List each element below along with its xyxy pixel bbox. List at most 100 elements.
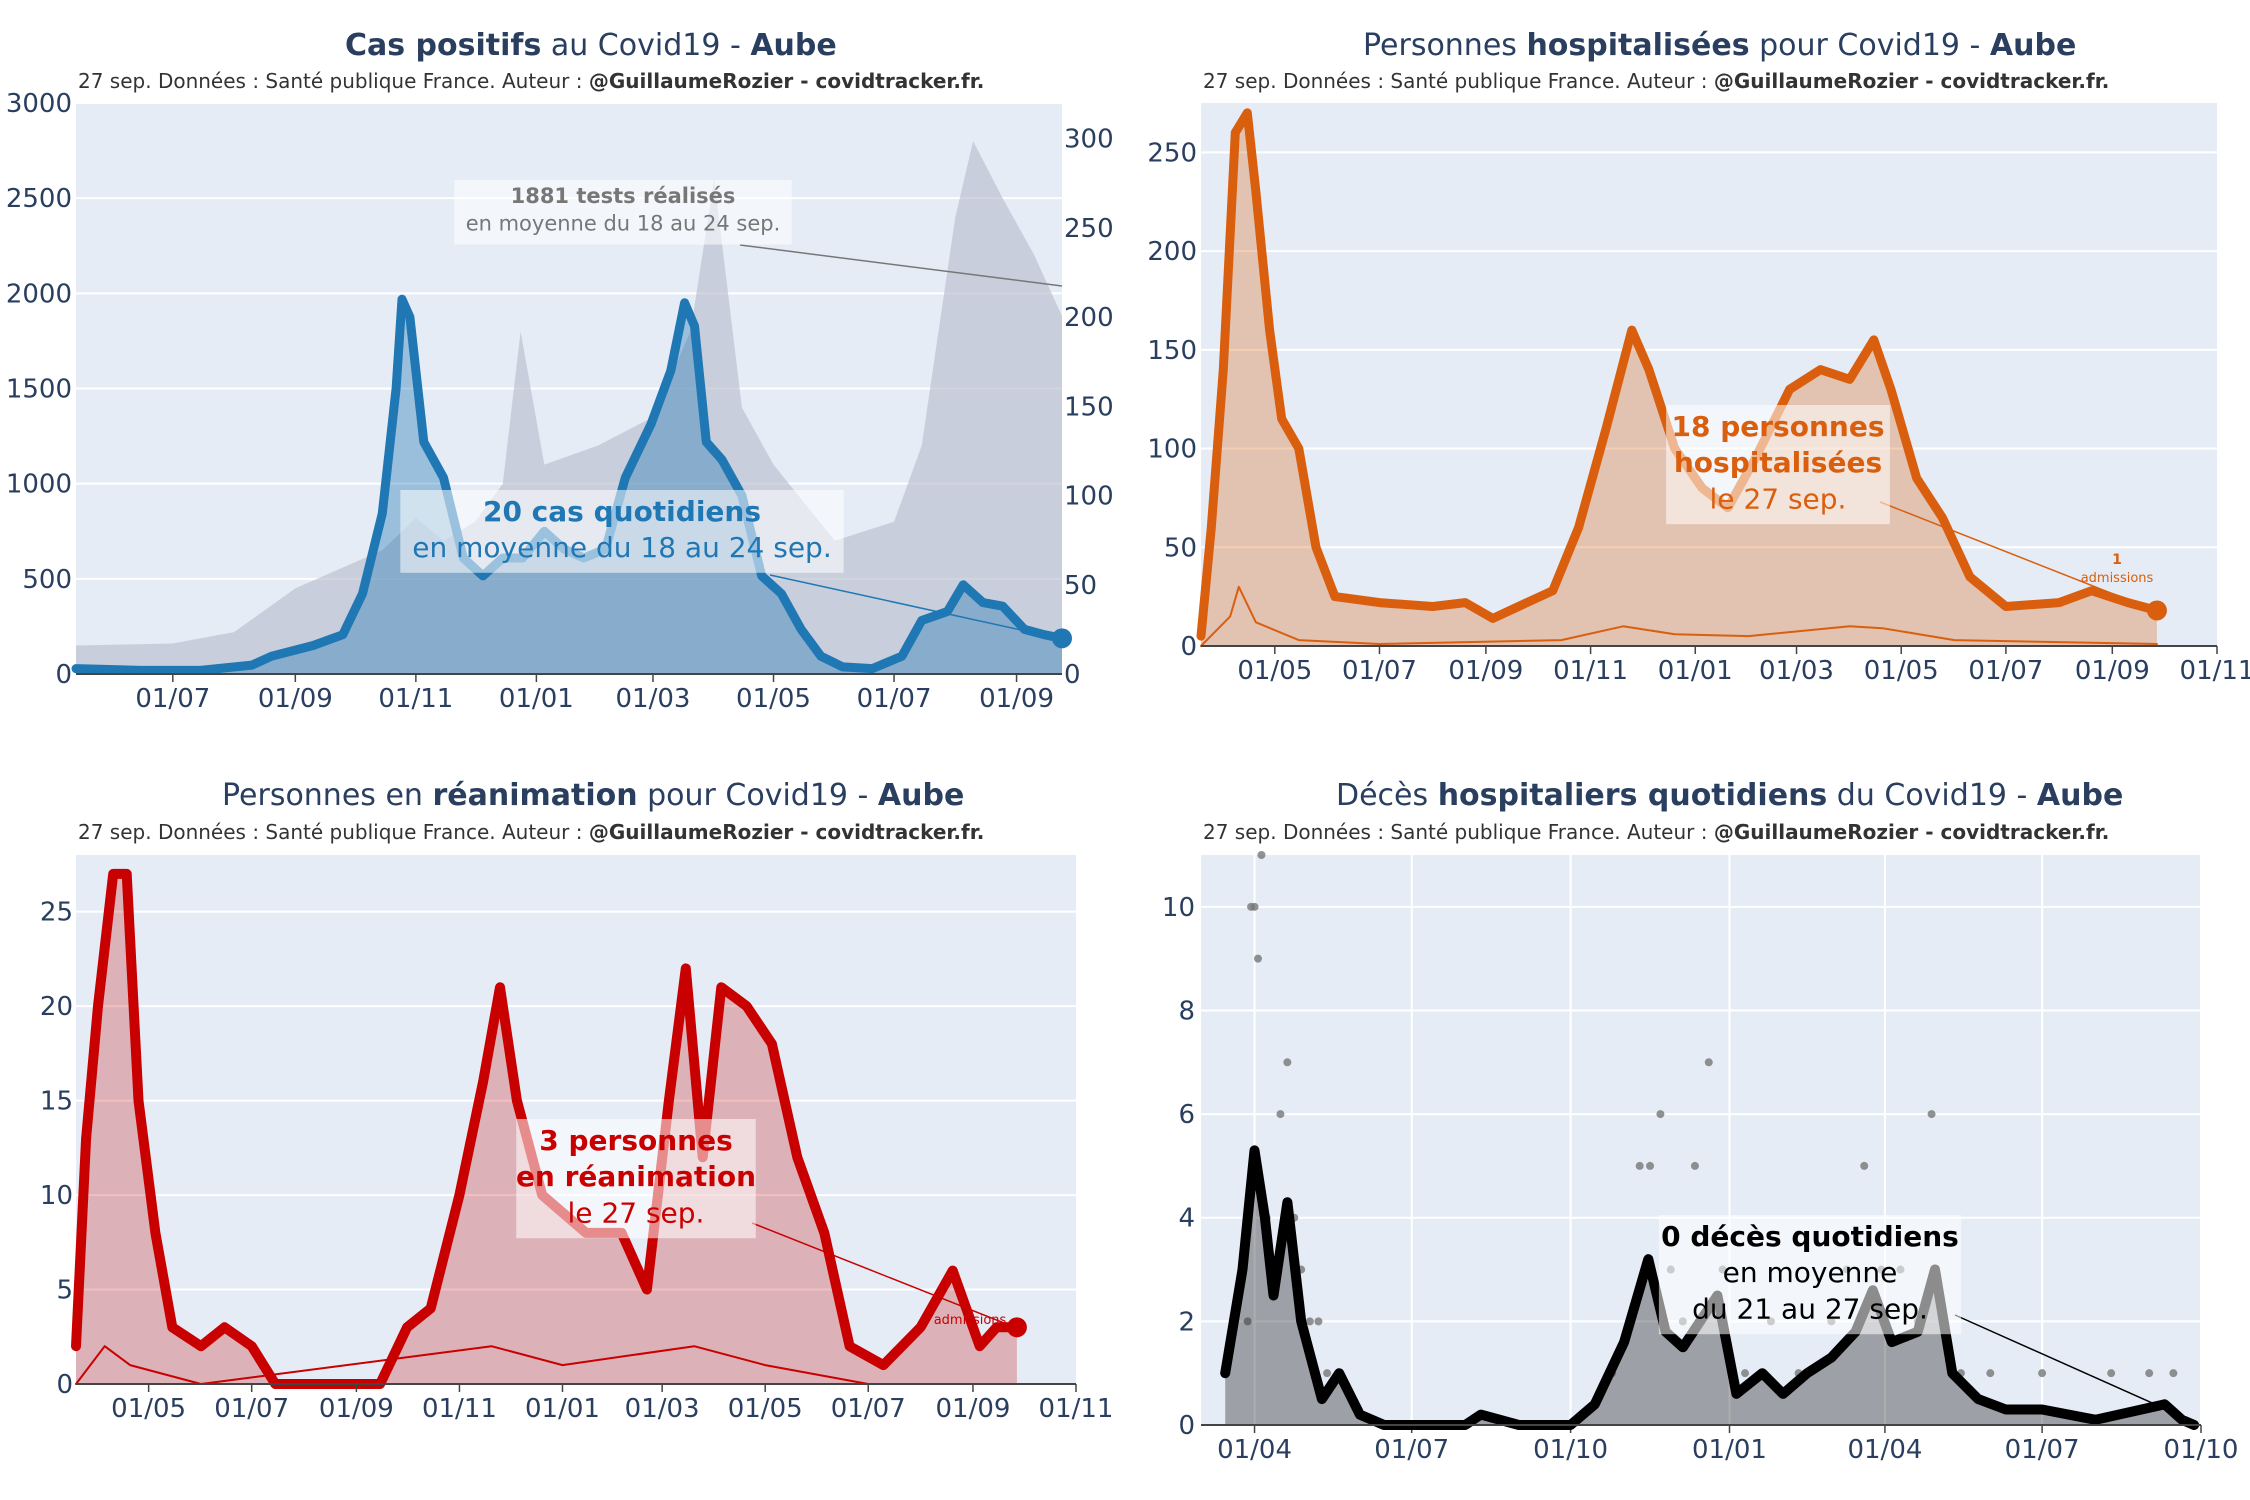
x-tick-label: 01/05 [736,684,811,714]
y-tick-label: 2500 [6,184,72,214]
x-tick-label: 01/04 [1217,1435,1292,1465]
y2-tick-label: 300 [1064,125,1114,155]
x-tick-label: 01/09 [258,684,333,714]
x-tick-label: 01/07 [2005,1435,2080,1465]
annotation-text: en moyenne du 18 au 24 sep. [466,211,781,235]
annotation-box [1666,405,1890,525]
plot-area [1201,103,2217,646]
annotation-arrow [1879,501,2146,608]
y2-tick-label: 150 [1064,392,1114,422]
y-tick-label: 200 [1147,237,1197,267]
daily-death-point [2107,1369,2116,1378]
y-tick-label: 6 [1178,1100,1195,1130]
x-tick-label: 01/10 [2164,1435,2239,1465]
daily-death-point [1656,1110,1665,1119]
x-tick-label: 01/01 [1658,656,1733,686]
daily-death-point [1646,1161,1655,1170]
y-tick-label: 1500 [6,375,72,405]
x-tick-label: 01/05 [1237,656,1312,686]
y-tick-label: 150 [1147,336,1197,366]
y-tick-label: 10 [40,1181,73,1211]
x-tick-label: 01/11 [378,684,453,714]
y-tick-label: 20 [40,992,73,1022]
x-tick-label: 01/07 [1968,656,2043,686]
chart-title: Décès hospitaliers quotidiens du Covid19… [1336,778,2124,813]
daily-death-point [1741,1369,1750,1378]
chart-subtitle: 27 sep. Données : Santé publique France.… [78,820,985,844]
panel-cases: Cas positifs au Covid19 - Aube 27 sep. D… [0,0,1125,750]
x-tick-label: 01/09 [319,1394,394,1424]
y2-tick-label: 200 [1064,303,1114,333]
y-tick-label: 3000 [6,89,72,119]
y-tick-label: 15 [40,1087,73,1117]
annotation-admissions-label: admissions [934,1313,1007,1328]
chart-subtitle: 27 sep. Données : Santé publique France.… [78,69,985,93]
y-tick-label: 8 [1178,996,1195,1026]
cases-last-point [1052,628,1072,649]
daily-death-point [1283,1058,1292,1067]
chart-title: Personnes hospitalisées pour Covid19 - A… [1363,28,2077,63]
daily-death-point [1250,902,1259,911]
deaths-area [1225,1150,2195,1425]
annotation-text: 3 personnes [539,1124,733,1157]
x-tick-label: 01/05 [728,1394,803,1424]
annotation-text: 20 cas quotidiens [483,495,761,528]
y2-tick-label: 250 [1064,214,1114,244]
y2-tick-label: 100 [1064,482,1114,512]
x-tick-label: 01/09 [2075,656,2150,686]
deaths-line [1220,1145,2200,1430]
chart-title: Cas positifs au Covid19 - Aube [345,28,837,63]
daily-death-point [1253,954,1262,963]
annotation-arrow [739,244,1063,287]
annotation-text: hospitalisées [1674,446,1882,479]
annotation-box [454,180,792,245]
x-tick-label: 01/09 [979,684,1054,714]
daily-death-point [2145,1369,2154,1378]
daily-death-point [2038,1369,2047,1378]
daily-death-point [1314,1317,1323,1326]
x-tick-label: 01/05 [1864,656,1939,686]
annotation-text: 0 décès quotidiens [1661,1220,1959,1253]
x-tick-label: 01/03 [625,1394,700,1424]
chart-subtitle: 27 sep. Données : Santé publique France.… [1203,69,2110,93]
y-tick-label: 0 [1178,1411,1195,1441]
x-tick-label: 01/11 [2180,656,2250,686]
annotation-text: le 27 sep. [568,1197,705,1230]
annotation-arrow [769,574,1051,638]
annotation-text: le 27 sep. [1710,483,1847,516]
daily-death-point [1690,1161,1699,1170]
y-tick-label: 250 [1147,138,1197,168]
annotation-box [400,490,844,573]
panel-rea: Personnes en réanimation pour Covid19 - … [0,750,1125,1500]
annotation-admissions-value: 1 [2112,552,2122,568]
x-tick-label: 01/11 [422,1394,497,1424]
daily-death-point [1704,1058,1713,1067]
x-tick-label: 01/03 [1759,656,1834,686]
x-tick-label: 01/07 [1342,656,1417,686]
x-tick-label: 01/01 [1692,1435,1767,1465]
annotation-text: 18 personnes [1672,410,1885,443]
cases-line [71,294,1067,675]
y2-tick-label: 50 [1064,571,1097,601]
chart-hosp: 0 50 100 150 200 250 01/05 01/07 01/09 01/11 01/01… [1147,103,2250,686]
y-tick-label: 0 [1180,632,1197,662]
y-tick-label: 25 [40,898,73,928]
y-tick-label: 2000 [6,279,72,309]
x-tick-label: 01/09 [935,1394,1010,1424]
chart-subtitle: 27 sep. Données : Santé publique France.… [1203,820,2110,844]
y-tick-label: 100 [1147,435,1197,465]
panel-deaths: Décès hospitaliers quotidiens du Covid19… [1125,750,2250,1500]
admissions-line [1200,585,2158,647]
y-tick-label: 0 [55,660,72,690]
annotation-text: en moyenne [1723,1256,1898,1289]
chart-title: Personnes en réanimation pour Covid19 - … [222,778,965,813]
daily-death-point [1276,1110,1285,1119]
y-tick-label: 500 [22,565,72,595]
panel-hosp: Personnes hospitalisées pour Covid19 - A… [1125,0,2250,750]
chart-cases: 0 500 1000 1500 2000 2500 3000 0 50 100 150 200 250 3… [6,89,1114,714]
x-tick-label: 01/07 [831,1394,906,1424]
x-tick-label: 01/07 [214,1394,289,1424]
rea-last-point [1006,1317,1027,1338]
rea-area [76,873,1017,1384]
